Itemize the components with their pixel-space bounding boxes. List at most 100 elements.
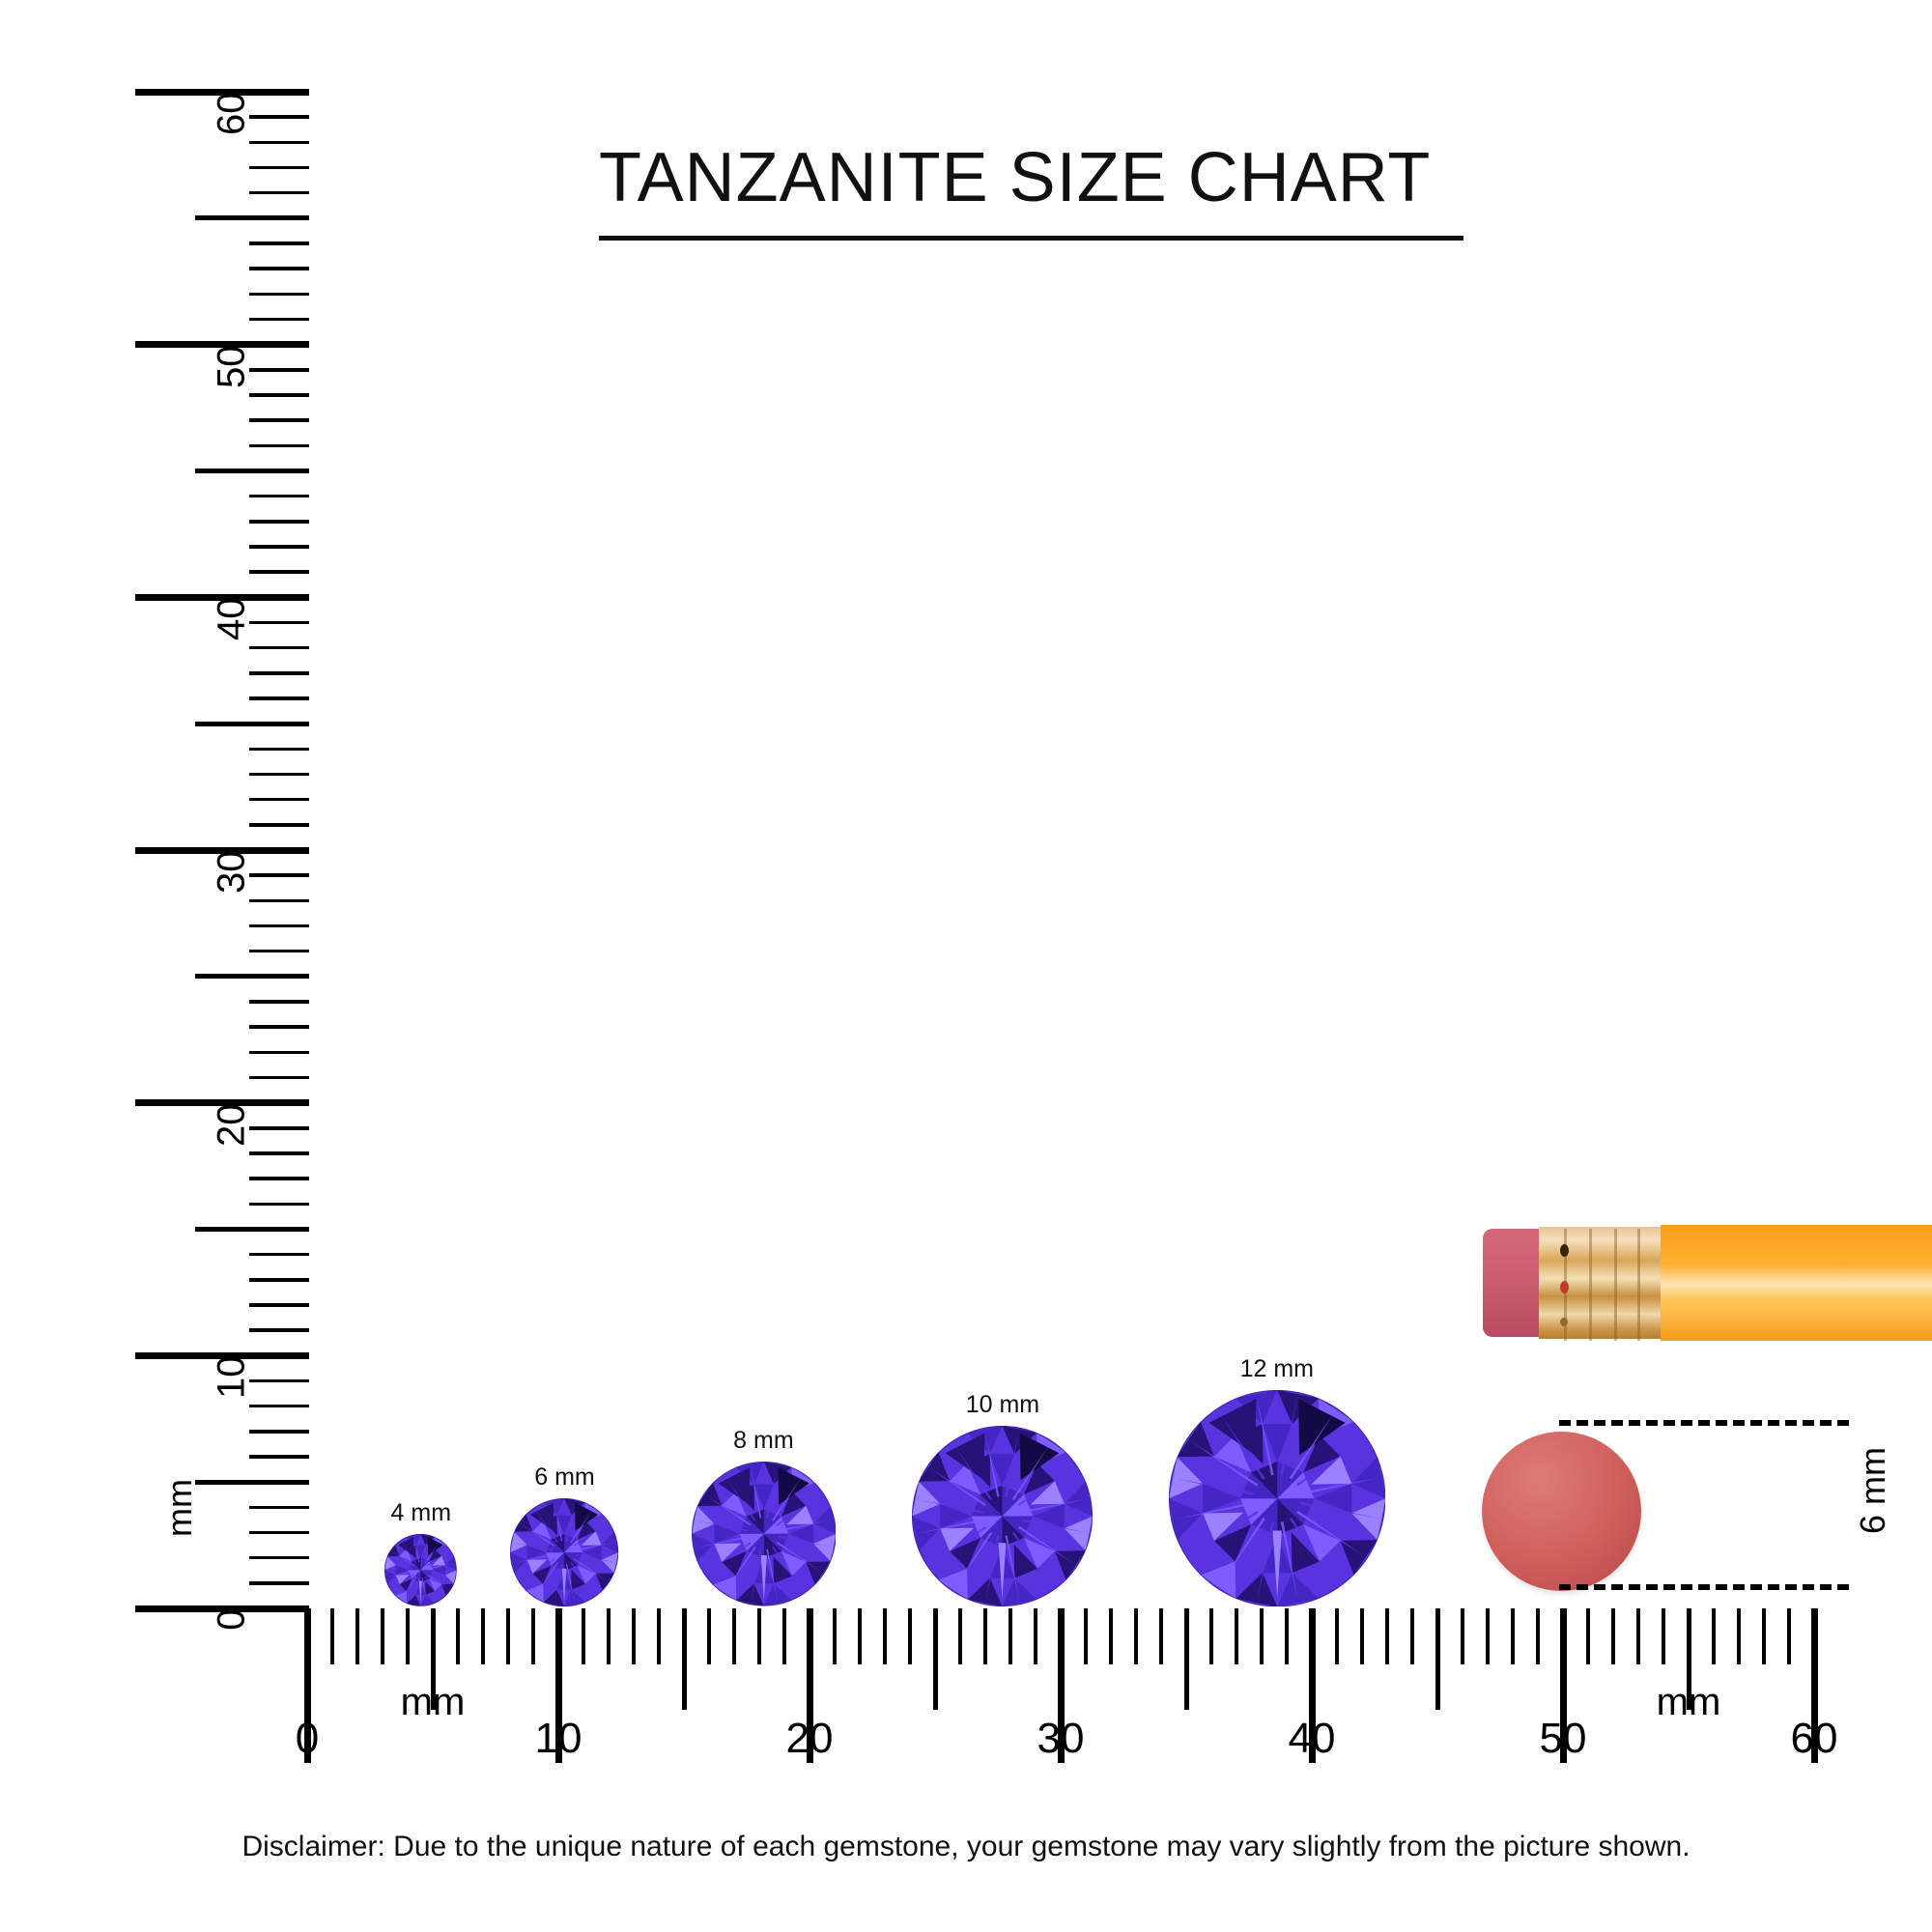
horizontal-ruler-label-0: 0 — [295, 1715, 320, 1762]
vertical-ruler-tick-14mm — [249, 1252, 309, 1257]
horizontal-ruler-tick-58mm — [1762, 1608, 1766, 1664]
eraser-circle — [1482, 1432, 1641, 1591]
vertical-ruler-tick-55mm — [195, 215, 309, 221]
horizontal-ruler-label-60: 60 — [1790, 1715, 1838, 1762]
vertical-ruler-tick-33mm — [249, 772, 309, 777]
vertical-ruler-tick-41mm — [249, 570, 309, 574]
horizontal-ruler-tick-51mm — [1586, 1608, 1590, 1664]
eraser-reference-group: 6 mm — [1445, 1391, 1892, 1604]
disclaimer-text: Disclaimer: Due to the unique nature of … — [242, 1831, 1690, 1862]
title-block: TANZANITE SIZE CHART — [599, 143, 1468, 241]
dimension-line-top — [1559, 1420, 1849, 1426]
horizontal-ruler-tick-11mm — [582, 1608, 585, 1664]
vertical-ruler-tick-7mm — [249, 1430, 309, 1434]
pencil-ferrule — [1539, 1227, 1662, 1341]
gemstone-12mm: 12 mm — [1168, 1355, 1385, 1606]
vertical-ruler-tick-17mm — [249, 1177, 309, 1180]
horizontal-ruler — [303, 1608, 1818, 1782]
horizontal-ruler-tick-41mm — [1335, 1608, 1339, 1664]
vertical-ruler-tick-57mm — [249, 165, 309, 170]
horizontal-ruler-tick-42mm — [1360, 1608, 1364, 1664]
ferrule-ring — [1589, 1229, 1592, 1341]
vertical-ruler-label-0: 0 — [210, 1608, 253, 1631]
horizontal-ruler-tick-29mm — [1034, 1608, 1037, 1664]
vertical-ruler-tick-50mm — [135, 341, 309, 349]
horizontal-ruler-tick-32mm — [1109, 1608, 1113, 1664]
horizontal-ruler-tick-57mm — [1737, 1608, 1741, 1664]
horizontal-ruler-tick-14mm — [657, 1608, 661, 1664]
horizontal-ruler-tick-27mm — [983, 1608, 987, 1664]
horizontal-ruler-tick-24mm — [908, 1608, 912, 1664]
vertical-ruler-tick-56mm — [249, 190, 309, 195]
horizontal-ruler-tick-60mm — [1810, 1608, 1818, 1763]
vertical-ruler-tick-24mm — [249, 1000, 309, 1004]
horizontal-ruler-tick-16mm — [707, 1608, 711, 1664]
horizontal-ruler-tick-54mm — [1662, 1608, 1665, 1664]
horizontal-ruler-tick-6mm — [456, 1608, 460, 1664]
horizontal-ruler-unit-label: mm — [400, 1681, 466, 1723]
vertical-ruler-tick-27mm — [249, 923, 309, 928]
vertical-ruler-tick-18mm — [249, 1151, 309, 1155]
horizontal-ruler-tick-35mm — [1183, 1608, 1189, 1710]
vertical-ruler-tick-35mm — [195, 721, 309, 726]
horizontal-ruler-tick-26mm — [958, 1608, 962, 1664]
vertical-ruler-tick-16mm — [249, 1202, 309, 1207]
vertical-ruler-tick-53mm — [249, 267, 309, 270]
horizontal-ruler-tick-44mm — [1410, 1608, 1414, 1664]
horizontal-ruler-tick-37mm — [1235, 1608, 1238, 1664]
horizontal-ruler-tick-34mm — [1159, 1608, 1163, 1664]
horizontal-ruler-tick-5mm — [430, 1608, 436, 1710]
vertical-ruler-tick-29mm — [249, 873, 309, 877]
horizontal-ruler-tick-59mm — [1787, 1608, 1791, 1664]
horizontal-ruler-tick-39mm — [1285, 1608, 1289, 1664]
horizontal-ruler-tick-9mm — [531, 1608, 535, 1664]
title-underline — [599, 236, 1463, 241]
vertical-ruler-tick-40mm — [135, 593, 309, 601]
vertical-ruler-tick-36mm — [249, 696, 309, 700]
vertical-ruler-tick-2mm — [249, 1555, 309, 1560]
horizontal-ruler-label-30: 30 — [1037, 1715, 1085, 1762]
vertical-ruler-tick-52mm — [249, 292, 309, 297]
horizontal-ruler-tick-45mm — [1435, 1608, 1440, 1710]
horizontal-ruler-label-10: 10 — [534, 1715, 582, 1762]
horizontal-ruler-tick-53mm — [1636, 1608, 1640, 1664]
vertical-ruler-tick-48mm — [249, 393, 309, 397]
horizontal-ruler-tick-20mm — [806, 1608, 813, 1763]
horizontal-ruler-tick-55mm — [1686, 1608, 1691, 1710]
ferrule-crimp-dot — [1560, 1318, 1568, 1326]
horizontal-ruler-tick-47mm — [1486, 1608, 1490, 1664]
horizontal-ruler-tick-17mm — [732, 1608, 736, 1664]
vertical-ruler-label-30: 30 — [210, 850, 253, 895]
horizontal-ruler-tick-50mm — [1559, 1608, 1567, 1763]
vertical-ruler-tick-37mm — [249, 671, 309, 675]
horizontal-ruler-tick-46mm — [1461, 1608, 1464, 1664]
horizontal-ruler-tick-0mm — [303, 1608, 311, 1763]
vertical-ruler-tick-59mm — [249, 115, 309, 119]
horizontal-ruler-tick-22mm — [858, 1608, 862, 1664]
vertical-ruler-tick-4mm — [249, 1505, 309, 1510]
vertical-ruler-tick-20mm — [135, 1099, 309, 1107]
horizontal-ruler-tick-10mm — [554, 1608, 562, 1763]
vertical-ruler-tick-39mm — [249, 620, 309, 625]
horizontal-ruler-tick-25mm — [932, 1608, 938, 1710]
vertical-ruler-tick-3mm — [249, 1530, 309, 1535]
horizontal-ruler-tick-38mm — [1260, 1608, 1264, 1664]
vertical-ruler-tick-23mm — [249, 1025, 309, 1029]
horizontal-ruler-tick-2mm — [355, 1608, 359, 1664]
ferrule-ring — [1614, 1229, 1617, 1341]
vertical-ruler-tick-8mm — [249, 1404, 309, 1408]
vertical-ruler-tick-22mm — [249, 1050, 309, 1055]
vertical-ruler-tick-60mm — [135, 88, 309, 96]
horizontal-ruler-tick-48mm — [1511, 1608, 1515, 1664]
vertical-ruler-tick-13mm — [249, 1278, 309, 1282]
horizontal-ruler-tick-40mm — [1308, 1608, 1316, 1763]
pencil-body — [1661, 1225, 1932, 1341]
horizontal-ruler-tick-12mm — [607, 1608, 611, 1664]
horizontal-ruler-label-50: 50 — [1539, 1715, 1587, 1762]
horizontal-ruler-tick-8mm — [506, 1608, 510, 1664]
vertical-ruler-tick-44mm — [249, 494, 309, 498]
gemstone-6mm: 6 mm — [510, 1463, 619, 1606]
vertical-ruler-tick-26mm — [249, 949, 309, 953]
vertical-ruler-tick-15mm — [195, 1227, 309, 1232]
vertical-ruler-tick-0mm — [135, 1605, 309, 1612]
